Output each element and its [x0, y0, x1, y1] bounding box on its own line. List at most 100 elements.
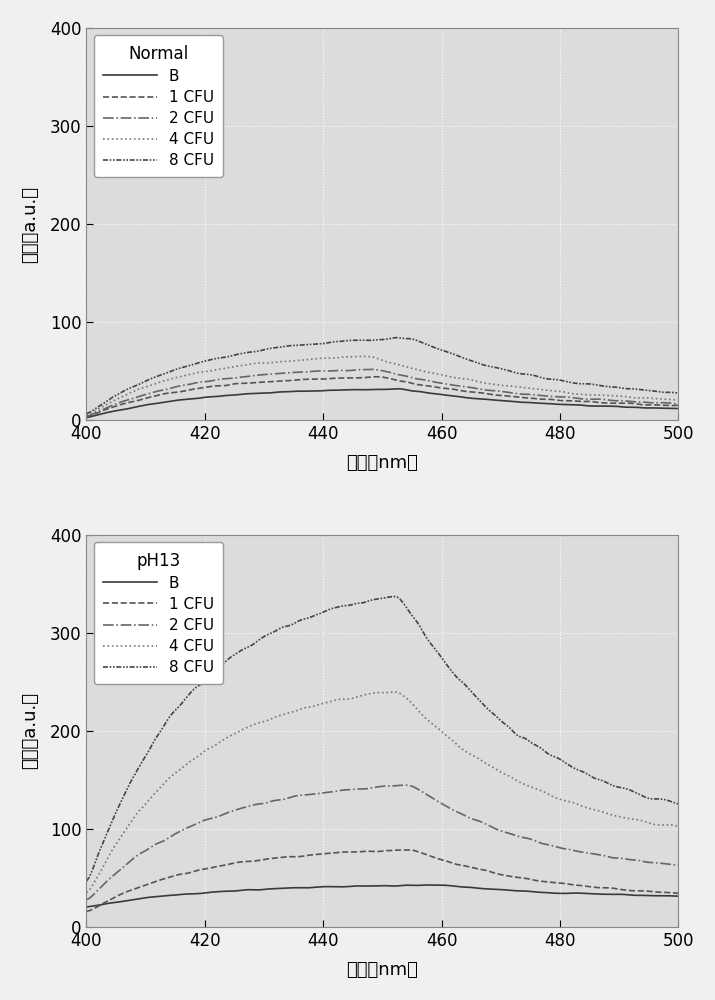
Legend: B, 1 CFU, 2 CFU, 4 CFU, 8 CFU: B, 1 CFU, 2 CFU, 4 CFU, 8 CFU — [94, 35, 223, 177]
Line: 4 CFU: 4 CFU — [87, 692, 679, 893]
4 CFU — [135, 804, 144, 816]
Line: 2 CFU: 2 CFU — [87, 369, 679, 416]
1 CFU — [331, 372, 340, 384]
8 CFU — [331, 336, 340, 348]
8 CFU — [393, 332, 402, 344]
2 CFU — [82, 894, 91, 906]
B — [85, 901, 94, 913]
8 CFU — [405, 333, 413, 345]
B — [674, 403, 683, 415]
8 CFU — [82, 875, 91, 887]
1 CFU — [82, 905, 91, 917]
8 CFU — [674, 387, 683, 399]
2 CFU — [331, 365, 340, 377]
1 CFU — [82, 410, 91, 422]
1 CFU — [405, 376, 413, 388]
B — [674, 890, 683, 902]
2 CFU — [366, 363, 375, 375]
B — [135, 893, 144, 905]
Line: 1 CFU: 1 CFU — [87, 377, 679, 416]
2 CFU — [627, 854, 636, 866]
2 CFU — [674, 398, 683, 410]
4 CFU — [405, 694, 413, 706]
4 CFU — [355, 350, 363, 362]
Legend: B, 1 CFU, 2 CFU, 4 CFU, 8 CFU: B, 1 CFU, 2 CFU, 4 CFU, 8 CFU — [94, 542, 223, 684]
8 CFU — [82, 408, 91, 420]
B — [331, 384, 340, 396]
Line: 1 CFU: 1 CFU — [87, 850, 679, 911]
8 CFU — [135, 378, 144, 390]
Line: 8 CFU: 8 CFU — [87, 338, 679, 414]
8 CFU — [674, 798, 683, 810]
4 CFU — [674, 394, 683, 406]
8 CFU — [627, 383, 636, 395]
B — [393, 383, 402, 395]
X-axis label: 波长（nm）: 波长（nm） — [347, 961, 418, 979]
2 CFU — [402, 779, 410, 791]
1 CFU — [373, 371, 381, 383]
8 CFU — [627, 785, 636, 797]
4 CFU — [674, 820, 683, 832]
1 CFU — [405, 844, 413, 856]
B — [402, 879, 410, 891]
4 CFU — [82, 887, 91, 899]
1 CFU — [85, 905, 94, 917]
B — [627, 401, 636, 413]
2 CFU — [331, 786, 340, 798]
Line: 2 CFU: 2 CFU — [87, 785, 679, 900]
B — [135, 400, 144, 412]
4 CFU — [85, 884, 94, 896]
4 CFU — [627, 813, 636, 825]
B — [627, 889, 636, 901]
8 CFU — [298, 613, 307, 625]
2 CFU — [85, 410, 94, 422]
B — [331, 881, 340, 893]
Y-axis label: 强度（a.u.）: 强度（a.u.） — [21, 692, 39, 769]
8 CFU — [135, 760, 144, 772]
4 CFU — [390, 686, 398, 698]
Line: B: B — [87, 389, 679, 417]
4 CFU — [298, 702, 307, 714]
2 CFU — [405, 371, 413, 383]
1 CFU — [674, 887, 683, 899]
B — [82, 901, 91, 913]
2 CFU — [135, 848, 144, 860]
Line: 8 CFU: 8 CFU — [87, 596, 679, 881]
8 CFU — [298, 339, 307, 351]
8 CFU — [405, 605, 413, 617]
2 CFU — [135, 390, 144, 402]
4 CFU — [405, 362, 413, 374]
4 CFU — [135, 383, 144, 395]
B — [85, 411, 94, 423]
B — [423, 879, 431, 891]
4 CFU — [331, 352, 340, 364]
1 CFU — [402, 844, 410, 856]
8 CFU — [85, 871, 94, 883]
B — [298, 882, 307, 894]
1 CFU — [135, 394, 144, 406]
1 CFU — [627, 397, 636, 409]
2 CFU — [82, 410, 91, 422]
2 CFU — [85, 892, 94, 904]
1 CFU — [135, 881, 144, 893]
Y-axis label: 强度（a.u.）: 强度（a.u.） — [21, 186, 39, 263]
Line: B: B — [87, 885, 679, 907]
1 CFU — [85, 410, 94, 422]
2 CFU — [298, 789, 307, 801]
2 CFU — [298, 366, 307, 378]
8 CFU — [85, 406, 94, 418]
B — [298, 385, 307, 397]
1 CFU — [298, 850, 307, 862]
2 CFU — [627, 395, 636, 407]
4 CFU — [85, 408, 94, 420]
1 CFU — [674, 399, 683, 411]
2 CFU — [405, 779, 413, 791]
Line: 4 CFU: 4 CFU — [87, 356, 679, 415]
2 CFU — [674, 859, 683, 871]
4 CFU — [627, 391, 636, 403]
4 CFU — [82, 409, 91, 421]
4 CFU — [331, 694, 340, 706]
1 CFU — [331, 847, 340, 859]
B — [82, 411, 91, 423]
1 CFU — [298, 373, 307, 385]
